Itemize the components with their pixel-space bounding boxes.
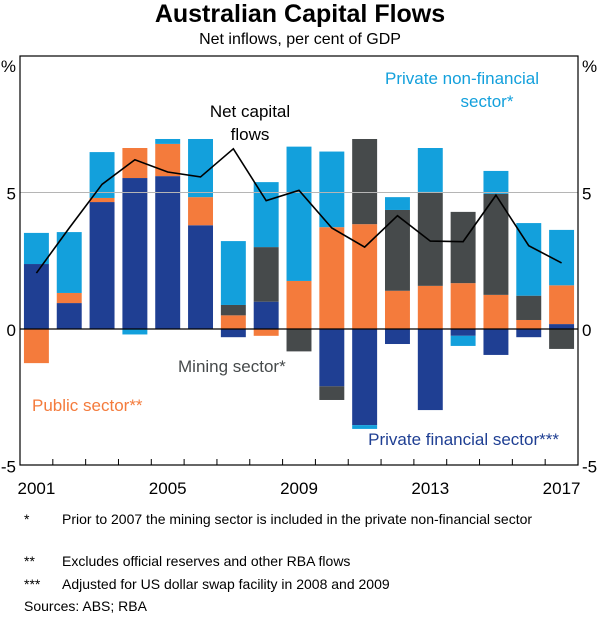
bar-segment [89,152,115,198]
y-tick-label-right: 5 [582,185,591,204]
y-tick-label-right: 0 [582,321,591,340]
sources: Sources: ABS; RBA [24,598,147,614]
labels-layer: Net capital flows Private non-financial sec… [32,69,559,449]
bar-segment [220,304,246,316]
private-financial-label: Private financial sector*** [368,430,559,449]
bar-segment [155,143,181,177]
chart-subtitle: Net inflows, per cent of GDP [199,31,401,48]
y-unit-left: % [1,57,16,76]
bar-segment [352,224,378,329]
bar-segment [319,386,345,400]
net-capital-flows-line [35,147,562,274]
chart: 2001 2005 2009 2013 2017-5 -50 05 5%% Net capit… [1,55,597,498]
bar-segment [155,138,181,144]
bar-segment [89,202,115,329]
bar-segment [23,232,49,265]
bar-segment [319,329,345,387]
bar-segment [384,290,410,329]
axes-layer: 2001 2005 2009 2013 2017-5 -50 05 5%% [1,55,597,498]
bar-segment [188,197,214,226]
bar-segment [286,280,312,329]
footnote-mark: *** [24,576,41,592]
footnote-mark: * [24,511,30,527]
bar-segment [483,193,509,295]
footnote-mark: ** [24,553,35,569]
bar-segment [56,303,82,329]
bar-segment [352,138,378,225]
bar-segment [286,329,312,352]
bar-segment [122,178,148,329]
bar-segment [56,292,82,304]
bar-segment [122,329,148,335]
bar-segment [220,315,246,329]
line-layer [35,147,562,274]
y-tick-label-left: 0 [7,321,16,340]
bar-segment [450,329,476,336]
x-tick-label: 2009 [280,479,318,498]
bar-segment [220,241,246,305]
bar-segment [188,225,214,329]
y-tick-label-left: -5 [1,458,16,477]
bar-segment [253,301,279,329]
bar-segment [23,264,49,329]
bar-segment [516,319,542,329]
bar-segment [450,283,476,329]
bar-segment [417,148,443,192]
y-tick-label-right: -5 [582,458,597,477]
bar-segment [516,295,542,320]
y-tick-label-left: 5 [7,185,16,204]
bar-segment [516,223,542,296]
bar-segment [253,329,279,336]
y-unit-right: % [582,57,597,76]
bar-segment [56,232,82,293]
bar-segment [253,182,279,248]
x-tick-label: 2017 [543,479,581,498]
bar-segment [319,227,345,329]
public-sector-label: Public sector** [32,396,143,415]
net-capital-flows-label: Net capital [210,102,290,121]
bar-segment [549,329,575,349]
bar-segment [188,138,214,198]
bar-segment [286,146,312,281]
private-non-financial-label: Private non-financial [385,69,539,88]
bar-segment [549,229,575,286]
bar-segment [483,329,509,355]
bar-segment [549,285,575,325]
private-non-financial-label: sector* [461,92,514,111]
bar-segment [417,329,443,411]
bar-segment [155,176,181,329]
bar-segment [220,329,246,338]
bar-segment [253,247,279,302]
x-tick-label: 2013 [411,479,449,498]
bar-segment [483,170,509,194]
bar-segment [450,211,476,284]
x-tick-label: 2001 [17,479,55,498]
bar-segment [352,329,378,426]
bar-segment [549,324,575,329]
footnote-text: Excludes official reserves and other RBA… [62,553,351,569]
bar-segment [516,329,542,338]
plot-frame [19,55,579,466]
bar-segment [483,294,509,329]
mining-sector-label: Mining sector* [178,357,286,376]
bar-segment [384,197,410,210]
bar-segment [89,197,115,203]
bars-layer [23,138,575,429]
bar-segment [319,151,345,228]
bar-segment [417,191,443,286]
bar-segment [23,329,49,364]
net-capital-flows-label: flows [231,125,270,144]
bar-segment [352,425,378,429]
bar-segment [384,329,410,345]
bar-segment [417,285,443,329]
footnote-text: Prior to 2007 the mining sector is inclu… [62,511,533,527]
chart-title: Australian Capital Flows [154,0,446,28]
bar-segment [450,335,476,346]
footnote-text: Adjusted for US dollar swap facility in … [62,576,390,592]
x-tick-label: 2005 [149,479,187,498]
